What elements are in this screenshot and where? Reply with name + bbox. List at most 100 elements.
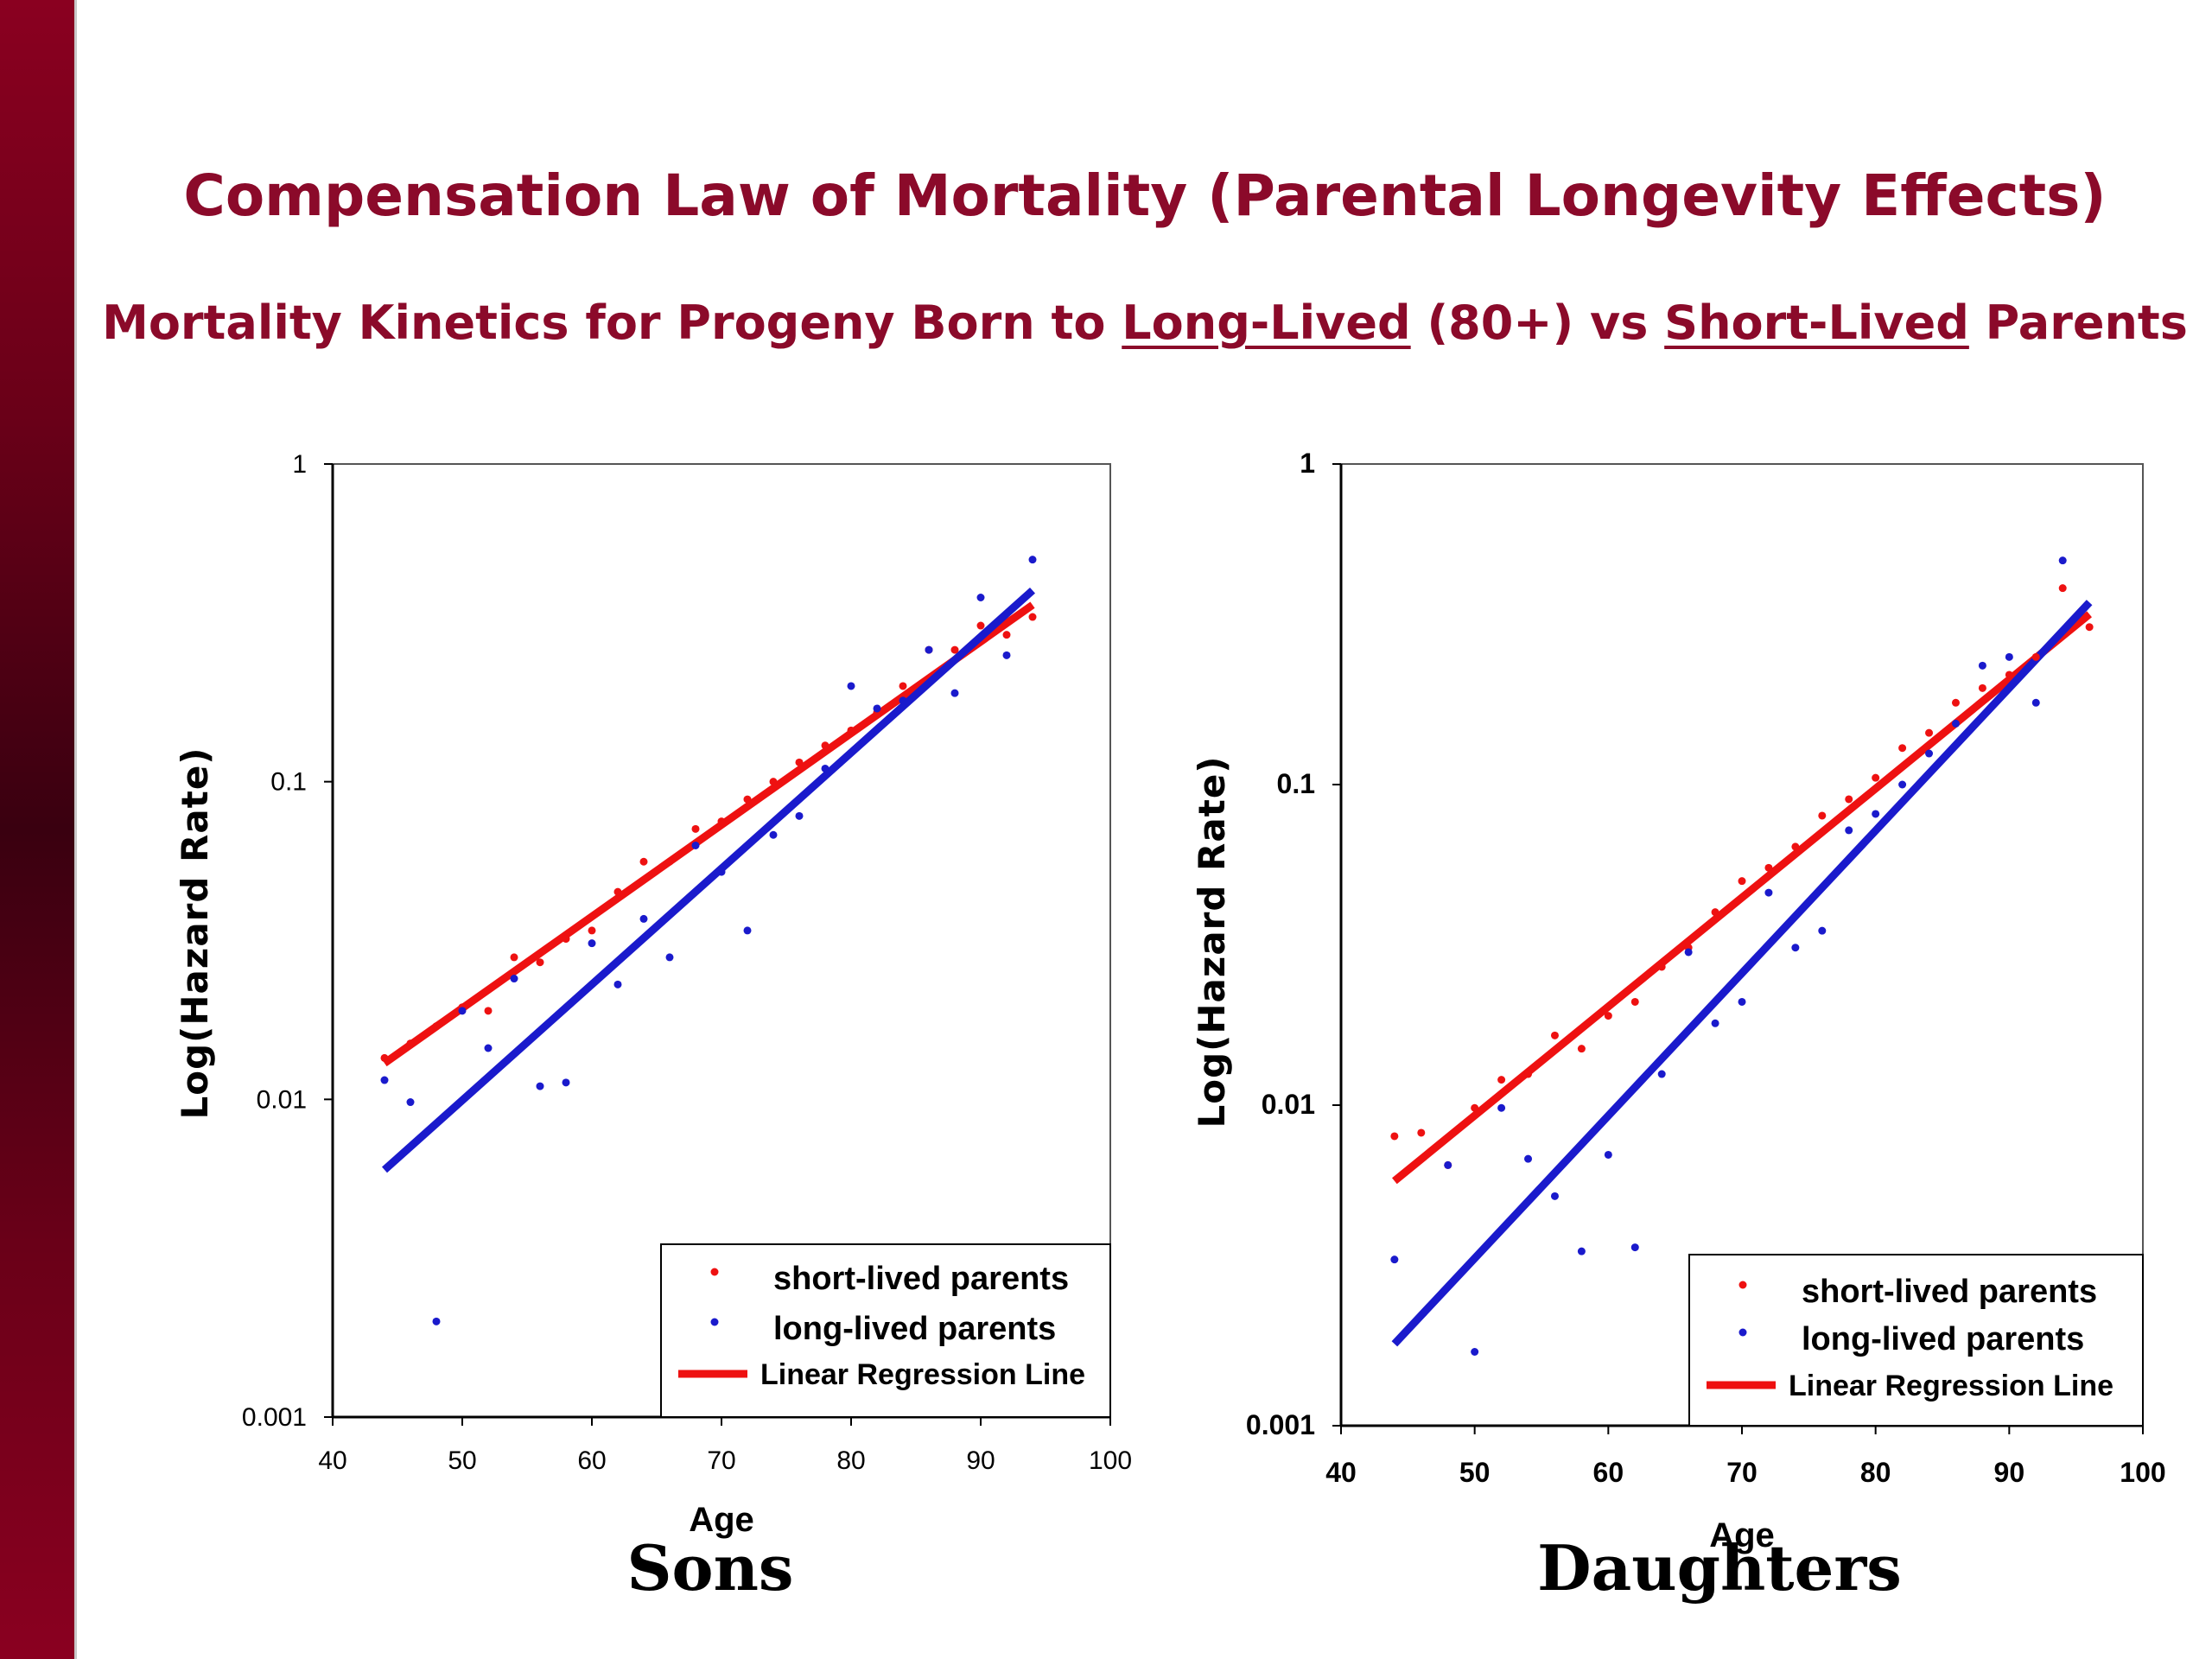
y-tick-label: 1 [292,450,307,479]
data-point [976,593,985,601]
data-point [1577,1045,1586,1053]
data-point [1604,1150,1612,1159]
data-point [1417,1128,1426,1137]
data-point [484,1007,493,1015]
data-point [1872,810,1880,818]
data-point [1711,1019,1719,1027]
data-point [1845,826,1853,835]
legend-label: long-lived parents [1802,1321,2084,1357]
x-tick-label: 80 [1860,1457,1891,1488]
data-point [1471,1103,1479,1112]
data-point [1471,1348,1479,1357]
data-point [899,682,907,690]
legend-label: Linear Regression Line [1789,1370,2113,1402]
data-point [536,1082,544,1090]
data-point [976,621,985,630]
data-point [613,887,622,896]
data-point [873,704,881,713]
x-tick-label: 70 [1726,1457,1758,1488]
regression-line [382,587,1035,1173]
data-point [821,764,830,772]
data-point [821,741,830,750]
legend-marker [710,1268,719,1276]
slide-title: Compensation Law of Mortality (Parental … [183,162,2107,229]
legend: short-lived parents long-lived parents Lin… [660,1243,1111,1418]
data-point [2005,671,2013,679]
y-tick-label: 1 [1300,448,1315,479]
legend-box [1688,1254,2144,1427]
data-point [795,758,804,766]
data-point [1390,1132,1399,1141]
data-point [1791,944,1800,952]
data-point [380,1053,389,1062]
data-point [406,1098,415,1107]
legend-label: long-lived parents [773,1311,1056,1347]
data-point [1604,1012,1612,1020]
x-tick-label: 50 [1459,1457,1491,1488]
legend-label: short-lived parents [1802,1274,2097,1310]
data-point [536,958,544,967]
data-point [2058,584,2067,593]
data-point [1898,780,1907,789]
regression-line [382,601,1035,1067]
data-point [639,857,648,866]
data-point [691,824,700,833]
y-axis-label: Log(Hazard Rate) [1191,756,1233,1128]
data-point [1577,1247,1586,1255]
data-point [2085,623,2094,632]
chart-caption: Sons [627,1531,794,1605]
subtitle-part: Parents [1968,296,2188,350]
legend-label: Linear Regression Line [760,1358,1085,1391]
data-point [925,645,933,654]
subtitle-long-lived: Long-Lived [1122,296,1411,350]
data-point [1925,749,1934,758]
subtitle-part: (80+) vs [1410,296,1665,350]
x-tick-label: 100 [2120,1457,2165,1488]
data-point [1444,1160,1452,1169]
regression-line [1392,611,2092,1185]
legend-label: short-lived parents [773,1261,1069,1297]
data-point [613,980,622,988]
data-point [458,1007,467,1015]
data-point [2005,652,2013,661]
data-point [1872,773,1880,782]
data-point [406,1039,415,1048]
data-point [950,645,959,654]
y-tick-label: 0.01 [257,1085,307,1114]
data-point [717,817,726,826]
data-point [1630,1243,1639,1252]
data-point [562,1078,570,1087]
data-point [2031,698,2040,707]
data-point [1818,926,1827,935]
legend-marker [710,1318,719,1326]
data-point [1738,997,1746,1006]
data-point [588,939,596,948]
data-point [1550,1192,1559,1200]
data-point [717,868,726,876]
data-point [1390,1255,1399,1264]
x-tick-label: 90 [966,1446,995,1475]
data-point [1657,1070,1666,1078]
data-point [588,926,596,935]
data-point [769,778,778,786]
data-point [1002,631,1011,639]
data-point [2031,652,2040,661]
data-point [1791,842,1800,851]
data-point [432,1022,441,1031]
data-point [2058,556,2067,565]
left-accent-bar-edge [74,0,77,1659]
data-point [1898,744,1907,753]
data-point [899,696,907,705]
slide-subtitle: Mortality Kinetics for Progeny Born to L… [78,296,2212,350]
legend-marker [1738,1328,1747,1337]
data-point [691,841,700,849]
legend-marker [1738,1281,1747,1289]
chart-sons: 0.001 0.01 0.1 1 40 50 60 70 80 90 100 Log(Hazard R… [174,450,1132,1605]
subtitle-short-lived: Short-Lived [1664,296,1969,350]
data-point [1764,888,1773,897]
data-point [380,1076,389,1084]
subtitle-part: Mortality Kinetics for Progeny Born to [102,296,1122,350]
data-point [1684,948,1693,957]
data-point [950,689,959,697]
x-tick-label: 100 [1089,1446,1132,1475]
